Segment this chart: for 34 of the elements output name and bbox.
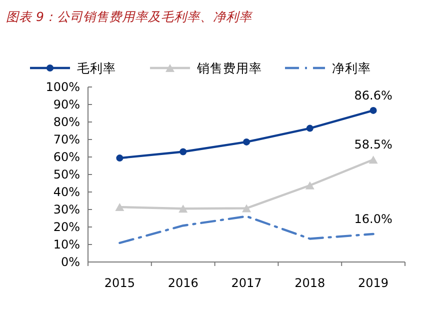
point [242,204,251,212]
legend-label: 毛利率 [77,60,116,76]
y-tick-label: 30% [53,202,80,216]
legend-label: 净利率 [332,60,371,76]
y-tick-label: 80% [53,115,80,129]
y-tick-label: 50% [53,168,80,182]
y-tick-label: 90% [53,98,80,112]
data-label: 86.6% [354,88,392,102]
x-tick-label: 2015 [104,276,135,290]
净利率: 16.0% [118,212,392,244]
y-tick-label: 70% [53,132,80,146]
y-tick-label: 60% [53,150,80,164]
point [306,124,314,132]
legend-label: 销售费用率 [196,60,262,76]
x-tick-label: 2017 [231,276,262,290]
x-tick-label: 2018 [294,276,326,290]
point [243,138,250,146]
data-label: 58.5% [354,138,392,152]
x-tick-label: 2016 [168,276,198,290]
point [370,106,377,114]
y-tick-label: 0% [60,255,80,269]
chart-title: 图表 9：公司销售费用率及毛利率、净利率 [6,9,253,24]
y-tick-label: 20% [53,220,80,234]
point [115,203,124,212]
y-tick-label: 40% [53,185,80,199]
data-label: 16.0% [354,212,392,226]
point [368,156,378,164]
point [178,204,188,213]
x-tick-label: 2019 [358,276,389,290]
y-tick-label: 100% [46,80,80,94]
point [305,181,314,190]
point [180,148,187,156]
y-tick-label: 10% [53,238,80,252]
point [116,154,124,162]
